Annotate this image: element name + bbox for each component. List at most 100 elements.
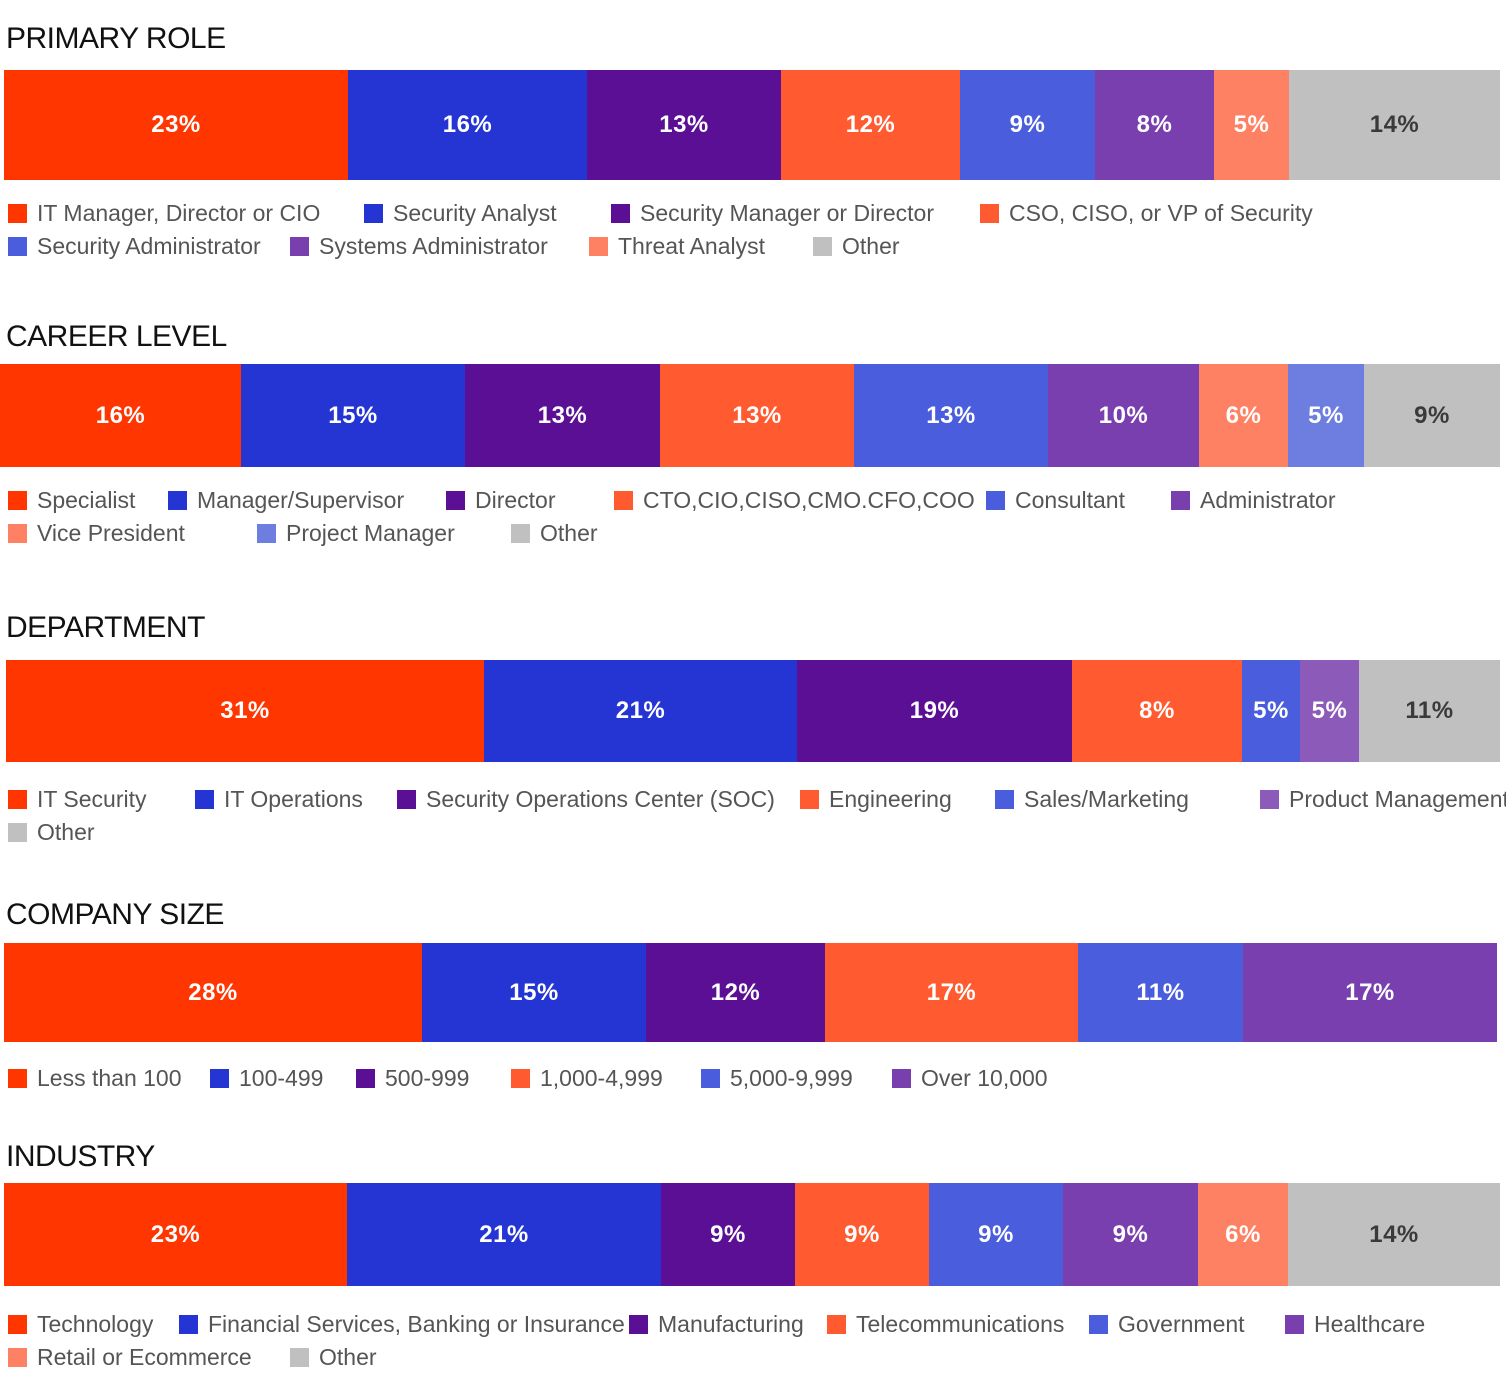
industry-legend-label: Government xyxy=(1118,1311,1245,1337)
department-legend-swatch xyxy=(397,790,416,809)
career-level-legend-label: Vice President xyxy=(37,520,185,546)
department-legend-label: Security Operations Center (SOC) xyxy=(426,786,775,812)
industry-bar-segment-financial-services-banking-or-insurance: 21% xyxy=(347,1183,661,1286)
industry-data-label-government: 9% xyxy=(978,1220,1014,1248)
department-data-label-sales-marketing: 5% xyxy=(1253,697,1289,724)
primary-role-stacked-bar: 23% 16% 13% 12% 9% 8% 5% 14% xyxy=(4,70,1500,180)
career-level-legend-item-specialist: Specialist xyxy=(8,487,135,514)
department-legend-label: Engineering xyxy=(829,786,952,812)
company-size-bar-segment-500-999: 12% xyxy=(646,943,825,1042)
department-legend-item-product-management: Product Management xyxy=(1260,786,1506,813)
career-level-bar-segment-administrator: 10% xyxy=(1048,364,1199,467)
career-level-legend-label: Administrator xyxy=(1200,487,1336,513)
department-bar-segment-other: 11% xyxy=(1359,660,1500,762)
industry-bar-segment-healthcare: 9% xyxy=(1063,1183,1198,1286)
industry-legend-label: Technology xyxy=(37,1311,154,1337)
primary-role-data-label-security-administrator: 9% xyxy=(1009,111,1046,138)
career-level-legend-item-manager-supervisor: Manager/Supervisor xyxy=(168,487,404,514)
primary-role-legend-label: Security Manager or Director xyxy=(640,200,934,226)
industry-legend-swatch xyxy=(629,1315,648,1334)
primary-role-legend-item-other: Other xyxy=(813,233,900,260)
career-level-bar-segment-project-manager: 5% xyxy=(1288,364,1364,467)
company-size-legend-item-1-000-4-999: 1,000-4,999 xyxy=(511,1065,663,1092)
department-bar-segment-security-operations-center-soc: 19% xyxy=(797,660,1072,762)
career-level-legend-swatch xyxy=(614,491,633,510)
career-level-data-label-administrator: 10% xyxy=(1098,401,1149,429)
primary-role-legend-label: Threat Analyst xyxy=(618,233,766,259)
company-size-legend-swatch xyxy=(701,1069,720,1088)
company-size-data-label-500-999: 12% xyxy=(710,978,761,1006)
career-level-legend-item-vice-president: Vice President xyxy=(8,520,185,547)
department-legend-swatch xyxy=(8,823,27,842)
primary-role-data-label-it-manager-director-or-cio: 23% xyxy=(151,111,201,138)
primary-role-bar-segment-systems-administrator: 8% xyxy=(1095,70,1214,180)
department-legend-label: IT Operations xyxy=(224,786,363,812)
primary-role-legend-item-security-analyst: Security Analyst xyxy=(364,200,557,227)
career-level-legend-label: Project Manager xyxy=(286,520,455,546)
career-level-legend-item-other: Other xyxy=(511,520,598,547)
industry-legend-swatch xyxy=(1089,1315,1108,1334)
career-level-title: CAREER LEVEL xyxy=(6,320,227,353)
industry-legend-label: Other xyxy=(319,1344,377,1370)
department-stacked-bar: 31% 21% 19% 8% 5% 5% 11% xyxy=(6,660,1500,762)
primary-role-data-label-security-analyst: 16% xyxy=(442,111,493,138)
department-bar-segment-sales-marketing: 5% xyxy=(1242,660,1300,762)
department-legend-label: Other xyxy=(37,819,95,845)
primary-role-legend-swatch xyxy=(290,237,309,256)
career-level-data-label-director: 13% xyxy=(537,401,588,429)
primary-role-legend-item-it-manager-director-or-cio: IT Manager, Director or CIO xyxy=(8,200,320,227)
department-data-label-product-management: 5% xyxy=(1311,697,1348,724)
primary-role-legend-label: CSO, CISO, or VP of Security xyxy=(1009,200,1313,226)
career-level-legend-label: Other xyxy=(540,520,598,546)
career-level-bar-segment-cto-cio-ciso-cmo-cfo-coo: 13% xyxy=(660,364,854,467)
department-legend-item-sales-marketing: Sales/Marketing xyxy=(995,786,1189,813)
industry-legend-label: Retail or Ecommerce xyxy=(37,1344,252,1370)
career-level-legend-label: Specialist xyxy=(37,487,136,513)
company-size-bar-segment-100-499: 15% xyxy=(422,943,646,1042)
company-size-data-label-less-than-100: 28% xyxy=(188,978,238,1006)
primary-role-legend-swatch xyxy=(611,204,630,223)
company-size-legend-label: 5,000-9,999 xyxy=(730,1065,853,1091)
company-size-legend-label: 500-999 xyxy=(385,1065,470,1091)
primary-role-bar-segment-other: 14% xyxy=(1289,70,1500,180)
department-legend-item-other: Other xyxy=(8,819,95,846)
primary-role-data-label-other: 14% xyxy=(1369,111,1420,138)
primary-role-legend-item-cso-ciso-or-vp-of-security: CSO, CISO, or VP of Security xyxy=(980,200,1313,227)
department-data-label-it-security: 31% xyxy=(220,697,270,724)
career-level-legend-label: Manager/Supervisor xyxy=(197,487,405,513)
department-legend-swatch xyxy=(8,790,27,809)
career-level-legend-item-consultant: Consultant xyxy=(986,487,1125,514)
primary-role-legend-label: Security Administrator xyxy=(37,233,261,259)
industry-legend-label: Healthcare xyxy=(1314,1311,1426,1337)
department-legend-item-engineering: Engineering xyxy=(800,786,952,813)
primary-role-bar-segment-security-manager-or-director: 13% xyxy=(587,70,781,180)
primary-role-title: PRIMARY ROLE xyxy=(6,22,226,55)
industry-legend-item-manufacturing: Manufacturing xyxy=(629,1311,804,1338)
primary-role-bar-segment-it-manager-director-or-cio: 23% xyxy=(4,70,348,180)
department-bar-segment-engineering: 8% xyxy=(1072,660,1242,762)
company-size-legend-swatch xyxy=(511,1069,530,1088)
industry-legend-item-government: Government xyxy=(1089,1311,1245,1338)
industry-data-label-manufacturing: 9% xyxy=(710,1220,746,1248)
department-legend-item-it-operations: IT Operations xyxy=(195,786,363,813)
industry-legend-item-other: Other xyxy=(290,1344,377,1371)
industry-legend-label: Telecommunications xyxy=(856,1311,1065,1337)
industry-legend-item-healthcare: Healthcare xyxy=(1285,1311,1425,1338)
primary-role-data-label-cso-ciso-or-vp-of-security: 12% xyxy=(845,111,896,138)
industry-stacked-bar: 23% 21% 9% 9% 9% 9% 6% 14% xyxy=(4,1183,1500,1286)
company-size-legend-item-over-10-000: Over 10,000 xyxy=(892,1065,1048,1092)
company-size-legend-label: 100-499 xyxy=(239,1065,324,1091)
industry-data-label-other: 14% xyxy=(1369,1220,1419,1248)
company-size-data-label-5-000-9-999: 11% xyxy=(1136,978,1185,1006)
department-data-label-it-operations: 21% xyxy=(615,697,666,724)
industry-bar-segment-government: 9% xyxy=(929,1183,1063,1286)
company-size-legend-label: Less than 100 xyxy=(37,1065,182,1091)
company-size-title: COMPANY SIZE xyxy=(6,898,224,931)
career-level-data-label-vice-president: 6% xyxy=(1225,401,1262,429)
industry-bar-segment-retail-or-ecommerce: 6% xyxy=(1198,1183,1288,1286)
primary-role-legend-label: IT Manager, Director or CIO xyxy=(37,200,321,226)
industry-legend-label: Financial Services, Banking or Insurance xyxy=(208,1311,625,1337)
primary-role-legend-label: Systems Administrator xyxy=(319,233,548,259)
department-title: DEPARTMENT xyxy=(6,611,205,644)
industry-legend-swatch xyxy=(179,1315,198,1334)
